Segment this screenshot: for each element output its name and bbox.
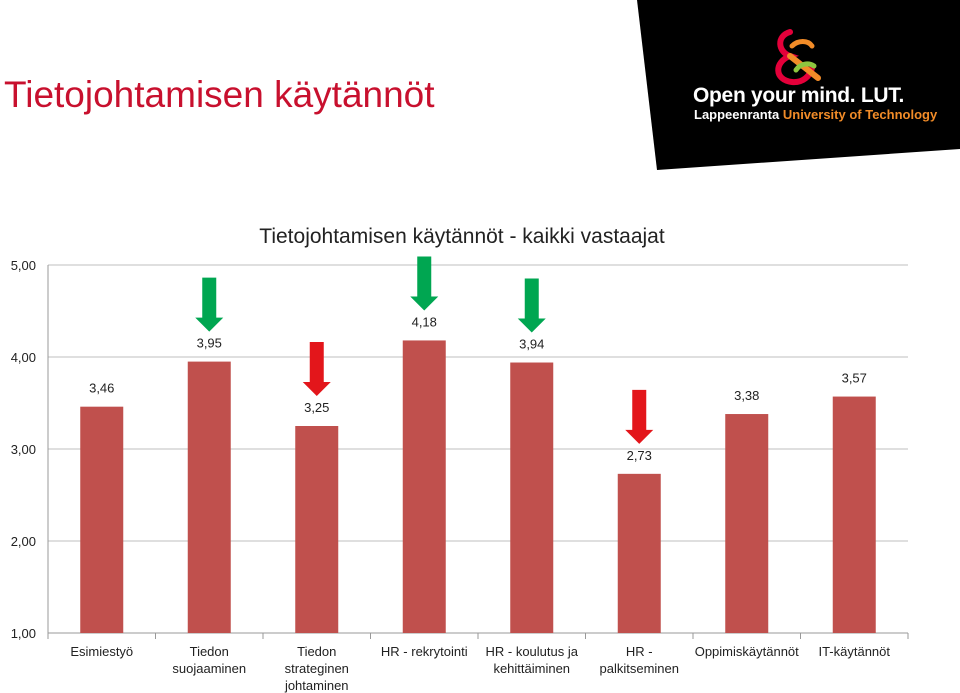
- category-label: HR -: [626, 644, 653, 659]
- category-label: IT-käytännöt: [818, 644, 890, 659]
- category-label: Esimiestyö: [70, 644, 133, 659]
- bar: [725, 414, 769, 633]
- bar: [402, 340, 446, 633]
- bar: [832, 396, 876, 633]
- data-label: 3,94: [519, 337, 544, 352]
- data-label: 2,73: [627, 448, 652, 463]
- y-tick-label: 3,00: [11, 442, 36, 457]
- chart-title: Tietojohtamisen käytännöt - kaikki vasta…: [259, 225, 665, 248]
- y-tick-label: 2,00: [11, 534, 36, 549]
- bars: [80, 340, 876, 633]
- bar: [510, 362, 554, 633]
- arrow-down-icon: [410, 256, 439, 311]
- logo-tagline: Open your mind. LUT.: [693, 84, 905, 107]
- category-label: Tiedon: [297, 644, 336, 659]
- annotation-arrows: [195, 256, 654, 444]
- category-labels: Esimiestyö Tiedon suojaaminen Tiedon strateg…: [70, 644, 890, 693]
- category-label: Oppimiskäytännöt: [695, 644, 799, 659]
- data-label: 4,18: [412, 314, 437, 329]
- y-tick-label: 1,00: [11, 626, 36, 641]
- category-label: HR - koulutus ja: [486, 644, 579, 659]
- category-label: kehittäiminen: [493, 661, 570, 676]
- lut-ampersand-logo-icon: [775, 29, 821, 86]
- y-tick-label: 4,00: [11, 350, 36, 365]
- data-label: 3,25: [304, 400, 329, 415]
- arrow-down-icon: [302, 342, 331, 396]
- arrow-down-icon: [195, 277, 224, 332]
- arrow-down-icon: [517, 278, 546, 333]
- y-tick-label: 5,00: [11, 258, 36, 273]
- black-banner-shape: [637, 0, 960, 170]
- arrow-down-icon: [625, 389, 654, 444]
- data-label: 3,38: [734, 388, 759, 403]
- data-label: 3,46: [89, 381, 114, 396]
- data-labels: 3,46 3,95 3,25 4,18 3,94 2,73 3,38 3,57: [89, 314, 867, 462]
- category-label: HR - rekrytointi: [381, 644, 468, 659]
- logo-name-part2: University of Technology: [782, 107, 938, 122]
- category-label: johtaminen: [284, 678, 349, 693]
- category-label: suojaaminen: [172, 661, 246, 676]
- category-label: palkitseminen: [600, 661, 680, 676]
- bar: [80, 406, 124, 633]
- bar: [295, 426, 339, 633]
- data-label: 3,57: [842, 371, 867, 386]
- data-label: 3,95: [197, 336, 222, 351]
- slide-title: Tietojohtamisen käytännöt: [4, 74, 435, 115]
- logo-name-part1: Lappeenranta: [694, 107, 783, 122]
- logo-banner: [637, 0, 960, 170]
- category-label: strateginen: [285, 661, 349, 676]
- bar: [617, 473, 661, 633]
- grid-layer: [47, 264, 909, 639]
- y-tick-labels: 1,00 2,00 3,00 4,00 5,00: [11, 258, 36, 641]
- bar: [187, 361, 231, 633]
- logo-university-name: Lappeenranta University of Technology: [694, 107, 937, 122]
- category-label: Tiedon: [190, 644, 229, 659]
